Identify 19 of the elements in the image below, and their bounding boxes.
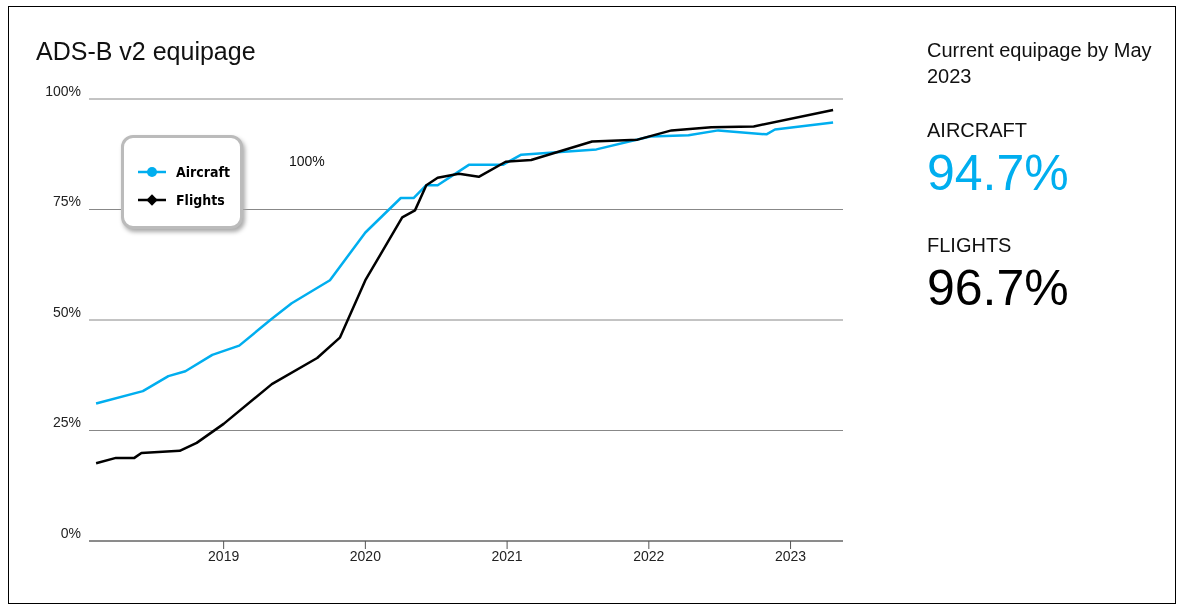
y-tick-label: 75% [52,193,81,210]
text: FLIGHTS [927,234,1013,257]
x-tick-label: 2022 [633,547,665,564]
x-tick-label: 2021 [491,547,523,564]
legend-label: Aircraft [176,164,230,180]
text: 94.7% [927,144,1070,202]
y-tick-label: 25% [52,414,81,431]
y-tick-label: 0% [60,524,81,541]
text: AIRCRAFT [927,119,1028,142]
text: Current equipage by May 2023 [927,38,1153,89]
chart-title: ADS-B v2 equipage [36,37,256,66]
x-tick-label: 2019 [208,547,240,564]
y-tick-label: 50% [52,303,81,320]
x-tick-label: 2020 [349,547,382,564]
y-tick-label: 100% [45,82,81,99]
text: 96.7% [927,259,1070,317]
legend-label: Flights [176,192,225,208]
x-tick-label: 2023 [774,547,807,564]
annotation: 100% [289,153,325,169]
